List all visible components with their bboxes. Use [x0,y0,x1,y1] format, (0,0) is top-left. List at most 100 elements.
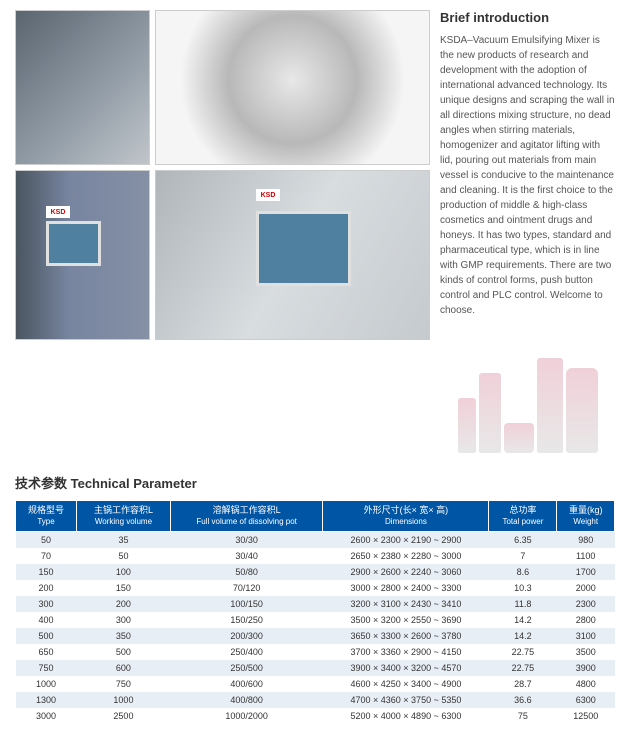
table-cell: 6300 [557,692,615,708]
table-row: 300025001000/20005200 × 4000 × 4890 ~ 63… [16,708,615,724]
table-cell: 4600 × 4250 × 3400 ~ 4900 [323,676,489,692]
table-cell: 28.7 [489,676,557,692]
table-cell: 250/500 [170,660,323,676]
table-row: 400300150/2503500 × 3200 × 2550 ~ 369014… [16,612,615,628]
table-cell: 350 [77,628,171,644]
table-cell: 70/120 [170,580,323,596]
table-row: 1000750400/6004600 × 4250 × 3400 ~ 49002… [16,676,615,692]
table-row: 15010050/802900 × 2600 × 2240 ~ 30608.61… [16,564,615,580]
intro-heading: Brief introduction [440,10,615,25]
table-cell: 400 [16,612,77,628]
header-cn: 溶解锅工作容积L [213,505,281,515]
ksd-logo: KSD [256,189,280,201]
table-cell: 36.6 [489,692,557,708]
table-cell: 30/40 [170,548,323,564]
table-cell: 200/300 [170,628,323,644]
table-row: 503530/302600 × 2300 × 2190 ~ 29006.3598… [16,532,615,549]
agitator-blades-image [155,10,430,165]
intro-body: KSDA–Vacuum Emulsifying Mixer is the new… [440,33,615,318]
table-cell: 35 [77,532,171,549]
table-cell: 300 [77,612,171,628]
table-cell: 3700 × 3360 × 2900 ~ 4150 [323,644,489,660]
mixer-closeup-image [15,10,150,165]
table-header-cell: 规格型号Type [16,501,77,532]
table-cell: 50 [16,532,77,549]
table-cell: 2600 × 2300 × 2190 ~ 2900 [323,532,489,549]
table-row: 650500250/4003700 × 3360 × 2900 ~ 415022… [16,644,615,660]
table-cell: 100 [77,564,171,580]
table-cell: 2300 [557,596,615,612]
table-cell: 6.35 [489,532,557,549]
table-cell: 500 [16,628,77,644]
table-cell: 300 [16,596,77,612]
table-cell: 70 [16,548,77,564]
header-en: Working volume [80,517,167,527]
table-cell: 3000 [16,708,77,724]
table-cell: 50 [77,548,171,564]
table-cell: 22.75 [489,660,557,676]
table-cell: 2900 × 2600 × 2240 ~ 3060 [323,564,489,580]
table-header-cell: 溶解锅工作容积LFull volume of dissolving pot [170,501,323,532]
table-header-cell: 总功率 Total power [489,501,557,532]
table-cell: 3650 × 3300 × 2600 ~ 3780 [323,628,489,644]
header-en: Type [19,517,73,527]
table-cell: 750 [77,676,171,692]
table-cell: 1000 [16,676,77,692]
table-cell: 2500 [77,708,171,724]
table-cell: 100/150 [170,596,323,612]
table-header-cell: 主锅工作容积L Working volume [77,501,171,532]
table-cell: 3500 × 3200 × 2550 ~ 3690 [323,612,489,628]
table-header-cell: 外形尺寸(长× 宽× 高)Dimensions [323,501,489,532]
table-cell: 2800 [557,612,615,628]
table-row: 750600250/5003900 × 3400 × 3200 ~ 457022… [16,660,615,676]
table-cell: 1700 [557,564,615,580]
table-cell: 10.3 [489,580,557,596]
header-en: Total power [492,517,553,527]
table-cell: 12500 [557,708,615,724]
table-cell: 1000/2000 [170,708,323,724]
table-cell: 1300 [16,692,77,708]
table-cell: 3100 [557,628,615,644]
table-cell: 14.2 [489,628,557,644]
header-cn: 主锅工作容积L [94,505,153,515]
table-cell: 1000 [77,692,171,708]
product-image-grid: KSD KSD [15,10,430,453]
table-section-title: 技术参数 Technical Parameter [15,473,615,492]
table-cell: 650 [16,644,77,660]
table-cell: 150 [16,564,77,580]
table-cell: 30/30 [170,532,323,549]
table-cell: 14.2 [489,612,557,628]
table-cell: 1100 [557,548,615,564]
table-header-cell: 重量(kg)Weight [557,501,615,532]
table-cell: 200 [77,596,171,612]
table-cell: 2000 [557,580,615,596]
table-cell: 7 [489,548,557,564]
table-cell: 400/800 [170,692,323,708]
table-row: 20015070/1203000 × 2800 × 2400 ~ 330010.… [16,580,615,596]
table-row: 500350200/3003650 × 3300 × 2600 ~ 378014… [16,628,615,644]
table-cell: 150/250 [170,612,323,628]
control-panel-image: KSD [155,170,430,340]
table-cell: 3900 × 3400 × 3200 ~ 4570 [323,660,489,676]
table-cell: 8.6 [489,564,557,580]
table-row: 13001000400/8004700 × 4360 × 3750 ~ 5350… [16,692,615,708]
table-cell: 3500 [557,644,615,660]
table-cell: 600 [77,660,171,676]
table-cell: 75 [489,708,557,724]
header-cn: 总功率 [509,505,536,515]
table-cell: 4800 [557,676,615,692]
table-cell: 2650 × 2380 × 2280 ~ 3000 [323,548,489,564]
table-cell: 3900 [557,660,615,676]
cosmetic-products-image [440,333,615,453]
table-cell: 500 [77,644,171,660]
table-cell: 250/400 [170,644,323,660]
table-cell: 200 [16,580,77,596]
table-row: 300200100/1503200 × 3100 × 2430 ~ 341011… [16,596,615,612]
table-cell: 11.8 [489,596,557,612]
table-cell: 4700 × 4360 × 3750 ~ 5350 [323,692,489,708]
ksd-logo: KSD [46,206,70,218]
header-en: Weight [560,517,611,527]
header-cn: 外形尺寸(长× 宽× 高) [364,505,449,515]
table-cell: 3000 × 2800 × 2400 ~ 3300 [323,580,489,596]
table-cell: 980 [557,532,615,549]
